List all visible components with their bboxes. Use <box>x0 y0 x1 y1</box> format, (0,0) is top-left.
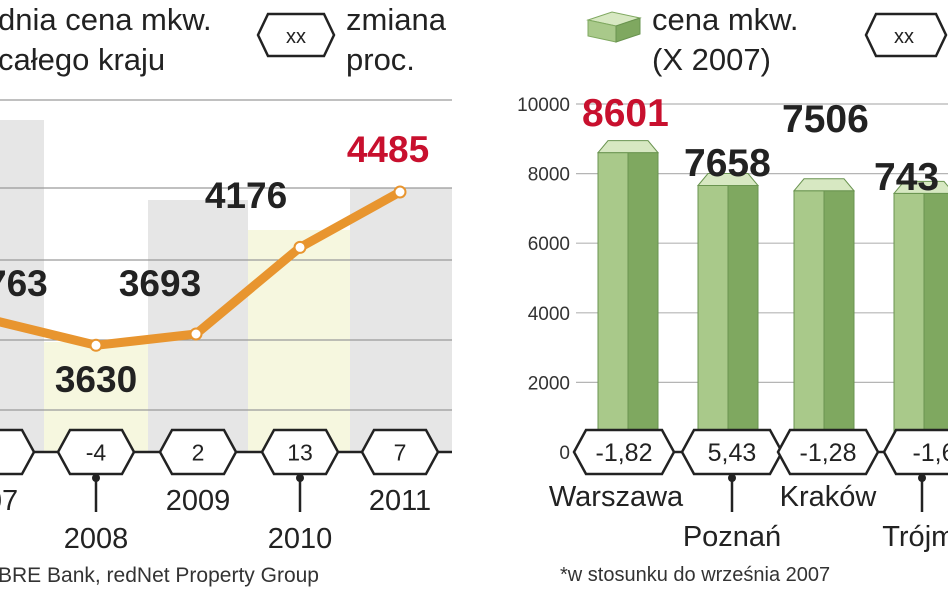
line-x-tick-label: 07 <box>0 485 18 517</box>
line-legend-badge: xx <box>256 12 336 58</box>
bar-change-badge-text: -1,6 <box>912 439 948 467</box>
line-x-tick-label: 2010 <box>268 523 333 555</box>
bar <box>596 140 660 453</box>
bar-change-badge: 5,43 <box>680 428 784 476</box>
year-band <box>148 200 248 452</box>
bar-change-badge-text: -1,82 <box>596 439 653 467</box>
bar-y-tick-label: 4000 <box>528 304 570 325</box>
bar-tick-dot <box>918 474 926 482</box>
line-value-label: 4176 <box>205 175 287 216</box>
line-point <box>89 338 103 352</box>
bar-legend-title-1: cena mkw. <box>652 2 799 37</box>
line-point <box>393 185 407 199</box>
line-value-label: 3630 <box>55 359 137 400</box>
line-change-badge: 13 <box>260 428 340 476</box>
bar-change-badge-shape <box>680 428 784 476</box>
bar-front <box>793 190 825 453</box>
line-tick-dot <box>296 474 304 482</box>
bar-category-label: Trójmi <box>882 521 948 553</box>
bar-change-badge-shape <box>776 428 880 476</box>
footnote-text: *w stosunku do września 2007 <box>560 564 831 586</box>
line-change-badge-text: 2 <box>192 439 205 465</box>
bar-value-label: 8601 <box>582 92 669 135</box>
bar-y-tick-label: 2000 <box>528 373 570 394</box>
bar-change-badge-text: -1,28 <box>800 439 857 467</box>
bar-legend-badge-text: xx <box>894 26 914 48</box>
line-value-label: 4485 <box>347 129 429 170</box>
bar <box>792 178 856 453</box>
bar-y-tick-label: 0 <box>559 443 570 464</box>
bar-side <box>627 152 659 453</box>
line-change-badge: -4 <box>56 428 136 476</box>
bar-front <box>697 185 729 453</box>
line-point <box>189 327 203 341</box>
year-band <box>248 230 350 452</box>
bar-category-label: Poznań <box>683 521 781 553</box>
line-value-label: 3693 <box>119 263 201 304</box>
bar-change-badge-text: 5,43 <box>708 439 757 467</box>
bar-top <box>696 173 760 187</box>
line-change-badge-text: -4 <box>86 439 107 465</box>
line-legend-change-1: zmiana <box>346 2 446 37</box>
bar-change-badge: -1,82 <box>572 428 676 476</box>
line-tick-dot <box>92 474 100 482</box>
line-change-badge-shape <box>360 428 440 476</box>
bar-change-badge: -1,6 <box>882 428 948 476</box>
line-change-badge-shape <box>158 428 238 476</box>
bar-side <box>727 185 759 453</box>
bar-y-tick-label: 8000 <box>528 165 570 186</box>
bar-side <box>823 190 855 453</box>
bar-top <box>596 140 660 154</box>
bar <box>696 173 760 453</box>
bar-top <box>792 178 856 192</box>
line-x-tick-label: 2011 <box>369 485 431 517</box>
source-text: BRE Bank, redNet Property Group <box>0 564 319 587</box>
bar-category-label: Warszawa <box>549 481 684 513</box>
bar-front <box>597 152 629 453</box>
bar-legend-badge: xx <box>864 12 948 58</box>
bar-tick-dot <box>728 474 736 482</box>
year-band <box>350 188 452 452</box>
bar-change-badge-shape <box>572 428 676 476</box>
line-change-badge-text: 13 <box>287 439 313 465</box>
line-chart: 763 3630 3693 4176 4485 -4 2 13 7 07 2008 2009 2010 2… <box>0 99 452 555</box>
line-change-badge: 2 <box>158 428 238 476</box>
line-x-tick-label: 2008 <box>64 523 129 555</box>
line-change-badge <box>0 428 36 476</box>
line-legend-badge-text: xx <box>286 26 306 48</box>
bar-value-label: 7506 <box>782 98 869 141</box>
bar <box>892 180 948 453</box>
bar-y-tick-label: 6000 <box>528 234 570 255</box>
line-change-badge-shape <box>260 428 340 476</box>
line-point <box>293 240 307 254</box>
line-change-badge-shape <box>56 428 136 476</box>
line-legend-title-2: całego kraju <box>0 42 166 77</box>
bar-side <box>923 192 948 453</box>
bar-value-label: 743 <box>874 156 939 199</box>
bar-value-label: 7658 <box>684 142 771 185</box>
line-legend-change-2: proc. <box>346 42 415 77</box>
bar-change-badge-shape <box>882 428 948 476</box>
line-change-badge-shape <box>0 428 36 476</box>
bar-legend-title-2: (X 2007) <box>652 42 771 77</box>
line-change-badge-text: 7 <box>394 439 407 465</box>
bar-top <box>892 180 948 194</box>
bar-category-label: Kraków <box>780 481 878 513</box>
line-change-badge: 7 <box>360 428 440 476</box>
bar-change-badge: -1,28 <box>776 428 880 476</box>
line-x-tick-label: 2009 <box>166 485 231 517</box>
bar-front <box>893 192 925 453</box>
bar-y-tick-label: 10000 <box>517 95 570 116</box>
year-band <box>0 120 44 452</box>
line-value-label: 763 <box>0 263 48 304</box>
bar-legend-swatch <box>586 11 642 43</box>
line-legend-title-1: dnia cena mkw. <box>0 2 212 37</box>
